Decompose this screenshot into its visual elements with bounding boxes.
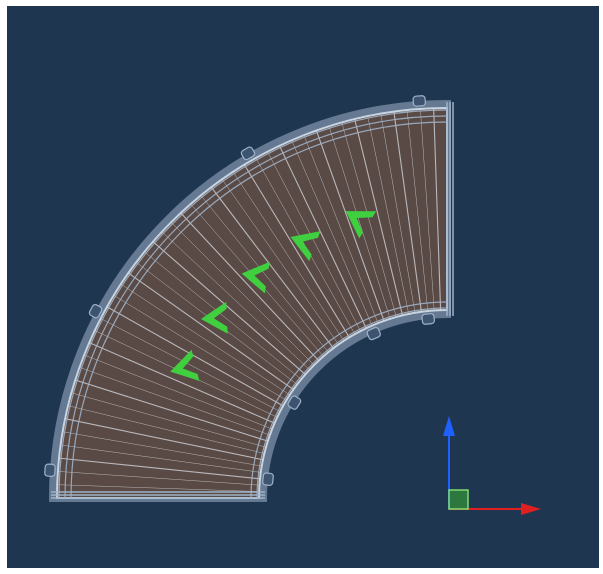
roller-line: [433, 108, 442, 311]
roller-line: [420, 108, 435, 311]
3d-viewport[interactable]: [7, 6, 599, 568]
y-axis-arrow: [443, 416, 455, 436]
support-bracket: [88, 303, 103, 319]
roller-line: [89, 342, 275, 424]
support-bracket: [287, 395, 302, 410]
roller-line: [100, 318, 281, 412]
side-rail: [70, 121, 448, 499]
curved-conveyor-model[interactable]: [44, 95, 454, 502]
direction-arrow-icon: [290, 231, 321, 262]
roller-line: [57, 471, 260, 486]
support-bracket: [262, 472, 274, 486]
conveyor-direction-arrows: [170, 211, 377, 381]
roller-line: [315, 130, 385, 322]
direction-arrow-icon: [170, 349, 200, 381]
roller-line: [200, 195, 329, 353]
roller-line: [221, 179, 339, 345]
roller-line: [303, 135, 379, 324]
roller-line: [71, 392, 267, 448]
roller-line: [120, 283, 290, 396]
direction-arrow-icon: [200, 301, 228, 334]
roller-line: [68, 405, 265, 454]
support-bracket: [240, 146, 256, 161]
roller-line: [128, 272, 294, 391]
roller-line: [393, 111, 422, 312]
conveyor-support-brackets: [44, 95, 435, 486]
x-axis-arrow: [521, 503, 541, 515]
roller-line: [354, 118, 404, 316]
roller-line: [57, 484, 260, 492]
side-rail: [256, 307, 448, 499]
origin-square: [448, 489, 469, 510]
roller-line: [161, 231, 310, 370]
roller-line: [152, 241, 306, 375]
roller-line: [291, 140, 373, 326]
roller-line: [180, 212, 320, 361]
conveyor-side-rails: [51, 102, 454, 499]
axis-gizmo-icon: [443, 416, 541, 515]
roller-line: [65, 418, 264, 461]
roller-line: [58, 457, 261, 480]
scene-canvas[interactable]: [7, 6, 599, 568]
support-bracket: [412, 95, 426, 107]
side-rail: [64, 115, 448, 499]
roller-line: [75, 379, 268, 442]
roller-line: [60, 444, 261, 473]
support-bracket: [366, 326, 381, 341]
roller-line: [106, 306, 284, 407]
roller-line: [79, 367, 270, 436]
roller-line: [341, 122, 397, 318]
side-rail: [58, 109, 448, 499]
roller-line: [380, 113, 416, 313]
support-bracket: [421, 313, 435, 325]
roller-line: [62, 431, 262, 467]
roller-line: [84, 354, 273, 430]
roller-line: [267, 151, 361, 332]
roller-line: [367, 116, 409, 314]
roller-line: [279, 145, 367, 329]
roller-line: [171, 222, 315, 366]
roller-line: [232, 171, 345, 341]
roller-line: [210, 186, 334, 349]
roller-line: [328, 126, 391, 319]
side-rail: [250, 301, 448, 499]
roller-line: [144, 251, 302, 380]
conveyor-rollers: [57, 108, 448, 499]
support-bracket: [44, 463, 56, 477]
roller-line: [243, 164, 350, 338]
roller-line: [406, 110, 429, 312]
direction-arrow-icon: [241, 261, 270, 294]
roller-line: [113, 295, 287, 401]
direction-arrow-icon: [345, 211, 377, 239]
